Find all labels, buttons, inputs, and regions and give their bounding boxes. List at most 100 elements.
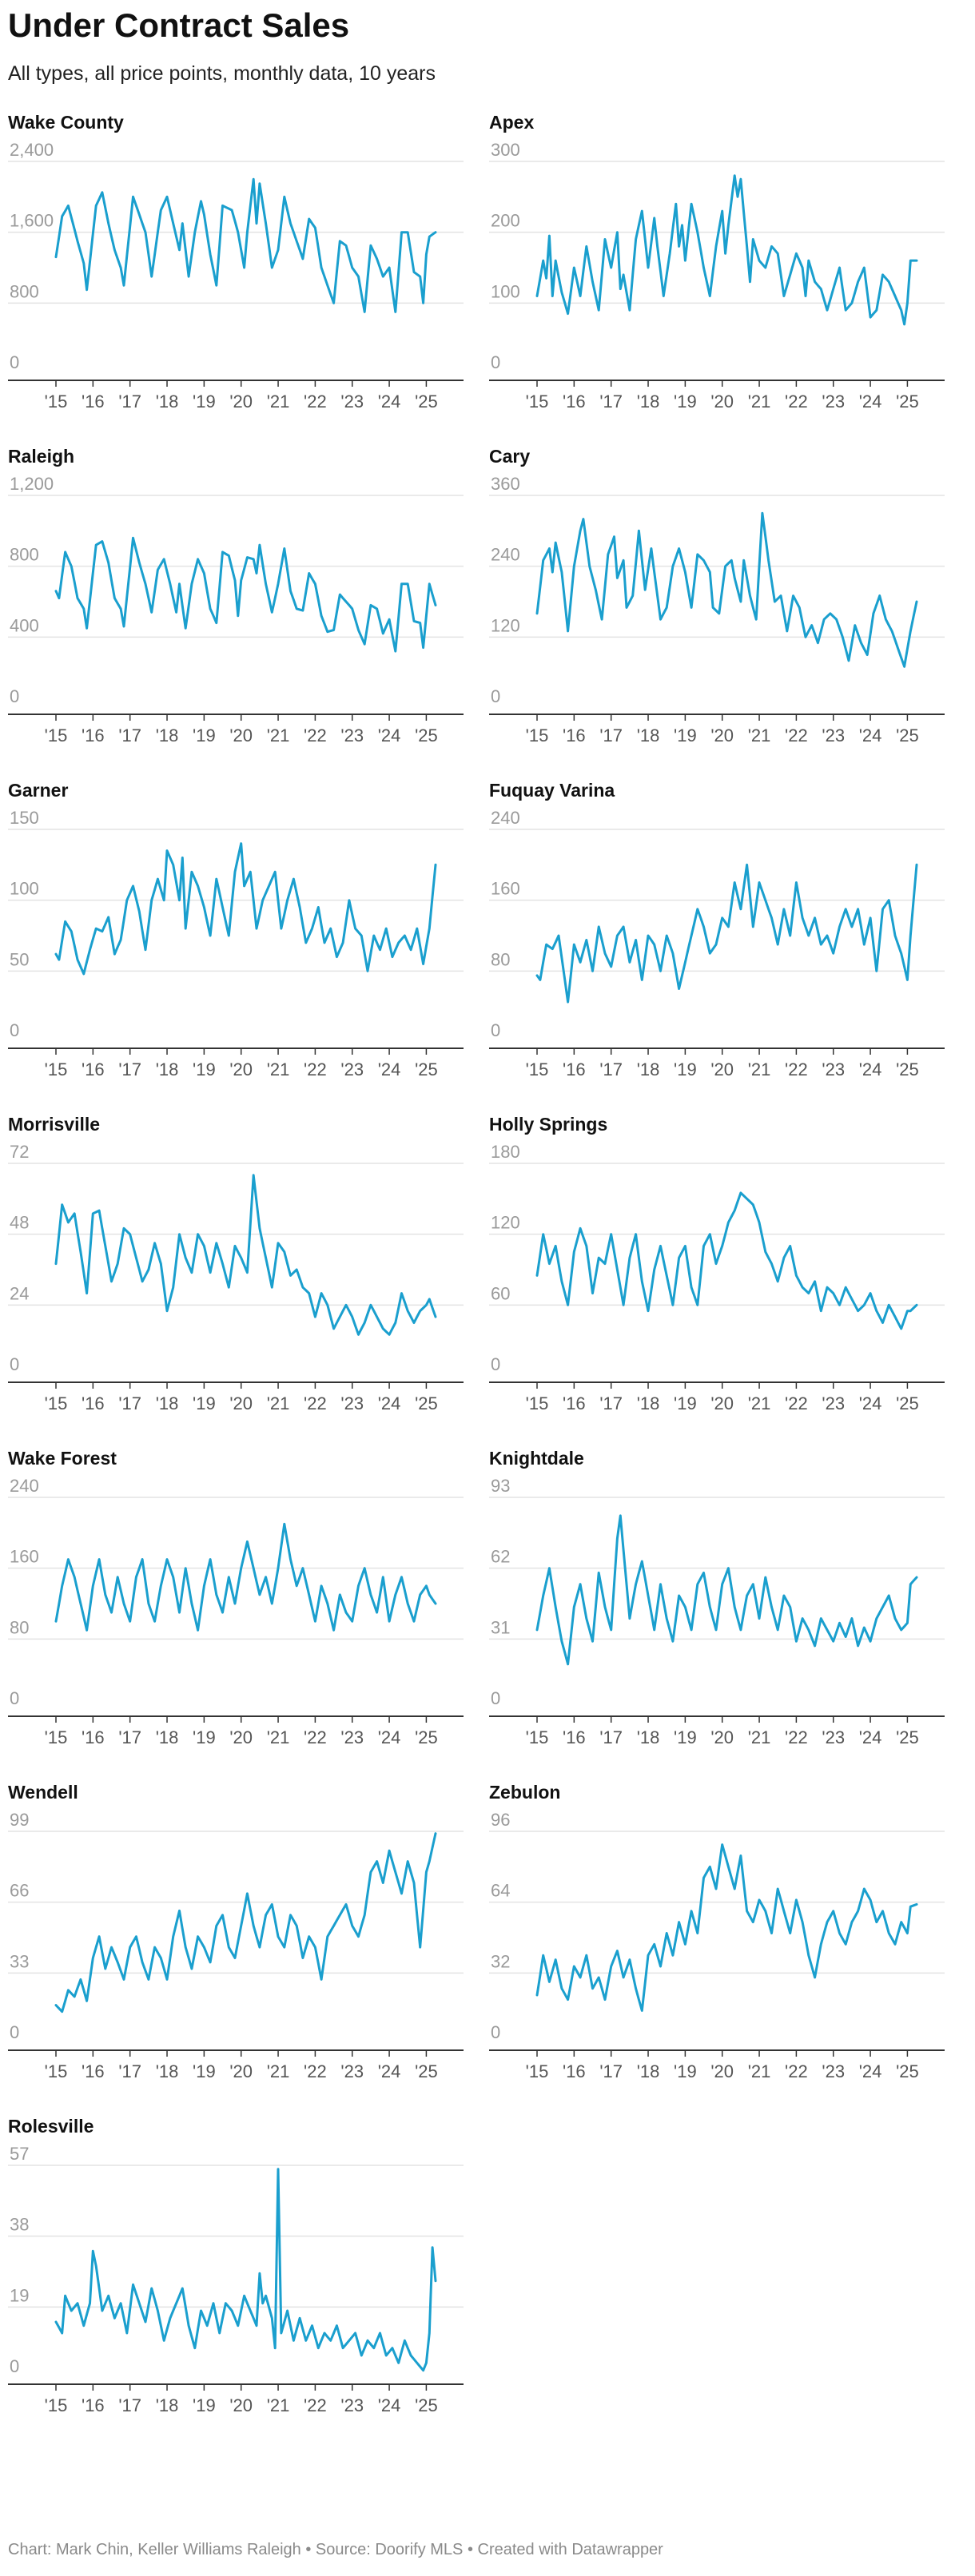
y-tick-label: 160 xyxy=(491,879,520,899)
x-tick-label: '21 xyxy=(748,725,771,745)
panel-title: Cary xyxy=(489,446,531,467)
panel-holly-springs: Holly Springs 0 60 120 180 '15 '16 '17 '18 '19 '20… xyxy=(489,1114,969,1457)
x-tick-label: '23 xyxy=(340,1727,364,1747)
y-tick-label: 0 xyxy=(491,1020,500,1040)
x-tick-label: '23 xyxy=(340,1393,364,1413)
x-tick-label: '15 xyxy=(526,725,549,745)
panel-wendell: Wendell 0 33 66 99 '15 '16 '17 '18 '19 '20 '21 '22 '2… xyxy=(8,1782,488,2125)
x-tick-label: '18 xyxy=(156,1059,179,1079)
panel-title: Knightdale xyxy=(489,1448,584,1469)
x-tick-label: '21 xyxy=(267,2061,290,2081)
x-tick-label: '17 xyxy=(118,2395,141,2415)
x-tick-label: '19 xyxy=(193,392,216,411)
x-tick-label: '18 xyxy=(637,1727,660,1747)
x-tick-label: '21 xyxy=(267,2395,290,2415)
x-tick-label: '22 xyxy=(785,725,808,745)
x-tick-label: '23 xyxy=(822,392,845,411)
x-tick-label: '23 xyxy=(822,2061,845,2081)
x-tick-label: '24 xyxy=(378,1393,401,1413)
line-chart: 0 80 160 240 '15 '16 '17 '18 '19 '20 '21 '22 '23 '24 '… xyxy=(489,808,945,1079)
y-tick-label: 0 xyxy=(10,2356,19,2376)
line-chart: 0 80 160 240 '15 '16 '17 '18 '19 '20 '21 '22 '23 '24 '… xyxy=(8,1476,464,1747)
x-tick-label: '20 xyxy=(229,1059,253,1079)
x-tick-label: '16 xyxy=(563,2061,586,2081)
y-tick-label: 48 xyxy=(10,1213,29,1233)
line-chart: 0 31 62 93 '15 '16 '17 '18 '19 '20 '21 '22 '23 '24 '25 xyxy=(489,1476,945,1747)
chart-title: Under Contract Sales xyxy=(8,6,350,44)
y-tick-label: 0 xyxy=(491,352,500,372)
x-tick-label: '24 xyxy=(859,1059,882,1079)
y-tick-label: 57 xyxy=(10,2144,29,2164)
y-tick-label: 38 xyxy=(10,2215,29,2235)
x-tick-label: '16 xyxy=(82,2061,105,2081)
x-tick-label: '18 xyxy=(156,392,179,411)
series-line xyxy=(535,174,918,326)
x-tick-label: '25 xyxy=(896,1393,919,1413)
panel-fuquay-varina: Fuquay Varina 0 80 160 240 '15 '16 '17 '18 '19 '20… xyxy=(489,780,969,1123)
x-tick-label: '21 xyxy=(267,1727,290,1747)
y-tick-label: 0 xyxy=(10,352,19,372)
y-tick-label: 99 xyxy=(10,1810,29,1830)
x-tick-label: '19 xyxy=(674,1727,697,1747)
x-tick-label: '22 xyxy=(785,1393,808,1413)
panel-rolesville: Rolesville 0 19 38 57 '15 '16 '17 '18 '19 '20 '21 '2… xyxy=(8,2116,488,2459)
x-tick-label: '20 xyxy=(229,392,253,411)
x-tick-label: '23 xyxy=(340,392,364,411)
x-tick-label: '17 xyxy=(118,1727,141,1747)
x-tick-label: '22 xyxy=(304,2395,327,2415)
x-tick-label: '19 xyxy=(674,1393,697,1413)
x-tick-label: '16 xyxy=(82,1727,105,1747)
x-tick-label: '23 xyxy=(340,725,364,745)
line-chart: 0 33 66 99 '15 '16 '17 '18 '19 '20 '21 '22 '23 '24 '25 xyxy=(8,1810,464,2081)
x-tick-label: '19 xyxy=(674,1059,697,1079)
x-tick-label: '25 xyxy=(896,2061,919,2081)
y-tick-label: 800 xyxy=(10,281,39,301)
y-tick-label: 19 xyxy=(10,2285,29,2305)
panel-title: Wake County xyxy=(8,112,124,133)
x-tick-label: '24 xyxy=(378,1059,401,1079)
panel-apex: Apex 0 100 200 300 '15 '16 '17 '18 '19 '20 '21 '22 '2… xyxy=(489,112,969,455)
series-line xyxy=(535,1843,918,2012)
y-tick-label: 64 xyxy=(491,1881,510,1901)
y-tick-label: 0 xyxy=(10,2022,19,2042)
x-tick-label: '18 xyxy=(156,1727,179,1747)
x-tick-label: '23 xyxy=(340,2061,364,2081)
x-tick-label: '17 xyxy=(599,1059,623,1079)
x-tick-label: '15 xyxy=(45,1727,68,1747)
x-tick-label: '18 xyxy=(156,2061,179,2081)
x-tick-label: '18 xyxy=(637,1393,660,1413)
y-tick-label: 24 xyxy=(10,1283,29,1303)
line-chart: 0 50 100 150 '15 '16 '17 '18 '19 '20 '21 '22 '23 '24 '… xyxy=(8,808,464,1079)
x-tick-label: '19 xyxy=(674,392,697,411)
y-tick-label: 800 xyxy=(10,545,39,565)
x-tick-label: '18 xyxy=(637,725,660,745)
x-tick-label: '15 xyxy=(45,1393,68,1413)
x-tick-label: '19 xyxy=(193,2061,216,2081)
x-tick-label: '22 xyxy=(785,1059,808,1079)
panel-raleigh: Raleigh 0 400 800 1,200 '15 '16 '17 '18 '19 '20 '21… xyxy=(8,446,488,789)
x-tick-label: '25 xyxy=(896,1059,919,1079)
y-tick-label: 62 xyxy=(491,1547,510,1567)
x-tick-label: '18 xyxy=(637,2061,660,2081)
panel-title: Raleigh xyxy=(8,446,75,467)
x-tick-label: '21 xyxy=(748,392,771,411)
y-tick-label: 240 xyxy=(491,808,520,828)
panel-title: Apex xyxy=(489,112,535,133)
x-tick-label: '24 xyxy=(859,1727,882,1747)
x-tick-label: '16 xyxy=(82,725,105,745)
y-tick-label: 60 xyxy=(491,1283,510,1303)
x-tick-label: '23 xyxy=(822,725,845,745)
series-line xyxy=(535,863,918,1004)
x-tick-label: '19 xyxy=(674,725,697,745)
x-tick-label: '19 xyxy=(193,2395,216,2415)
x-tick-label: '19 xyxy=(193,1059,216,1079)
x-tick-label: '24 xyxy=(378,2395,401,2415)
panel-title: Wake Forest xyxy=(8,1448,117,1469)
series-line xyxy=(54,1832,437,2013)
x-tick-label: '15 xyxy=(45,1059,68,1079)
y-tick-label: 300 xyxy=(491,140,520,160)
x-tick-label: '21 xyxy=(748,1727,771,1747)
y-tick-label: 180 xyxy=(491,1142,520,1162)
x-tick-label: '21 xyxy=(267,1393,290,1413)
series-line xyxy=(54,1522,437,1632)
